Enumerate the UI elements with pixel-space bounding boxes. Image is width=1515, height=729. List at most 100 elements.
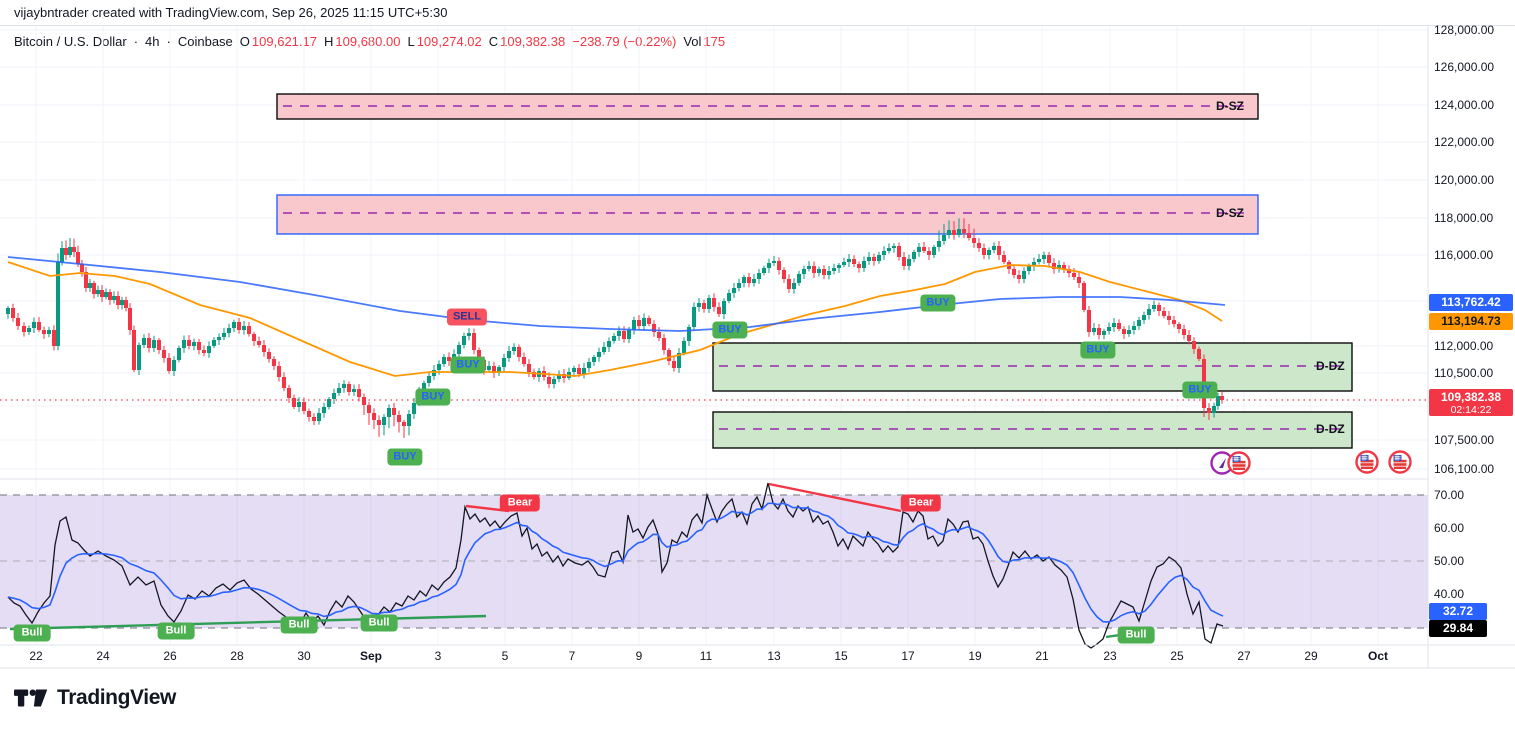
candle-body bbox=[677, 353, 681, 368]
candle-body bbox=[997, 246, 1001, 255]
candle-body bbox=[172, 360, 176, 371]
candle-body bbox=[104, 292, 108, 297]
candle-body bbox=[887, 248, 891, 251]
candle-body bbox=[56, 262, 60, 346]
candle-body bbox=[662, 338, 666, 350]
candle-body bbox=[597, 352, 601, 357]
candle-body bbox=[272, 359, 276, 366]
candle-body bbox=[512, 347, 516, 351]
tradingview-logo[interactable]: TradingView bbox=[14, 685, 176, 711]
candle-body bbox=[522, 357, 526, 364]
us-flag-event-icon[interactable] bbox=[1355, 450, 1379, 474]
rsi-ma-line[interactable] bbox=[7, 502, 1224, 623]
candle-body bbox=[1197, 349, 1201, 359]
red-trendline[interactable] bbox=[768, 482, 902, 513]
candle-body bbox=[847, 259, 851, 262]
candle-body bbox=[112, 296, 116, 300]
candle-body bbox=[337, 388, 341, 393]
candle-body bbox=[152, 340, 156, 348]
candle-body bbox=[972, 238, 976, 243]
candle-body bbox=[177, 348, 181, 360]
candle-body bbox=[142, 338, 146, 345]
candle-body bbox=[927, 251, 931, 255]
exchange-label: Coinbase bbox=[177, 34, 233, 49]
candle-body bbox=[992, 246, 996, 250]
candle-body bbox=[772, 261, 776, 263]
candle-body bbox=[797, 274, 801, 283]
candle-body bbox=[1127, 330, 1131, 334]
ma-orange-line[interactable] bbox=[7, 261, 1223, 377]
green-trendline[interactable] bbox=[1105, 628, 1155, 639]
candle-body bbox=[232, 322, 236, 328]
green-trendline[interactable] bbox=[9, 614, 487, 631]
candle-body bbox=[1002, 255, 1006, 262]
candle-body bbox=[832, 268, 836, 271]
candle-body bbox=[6, 308, 10, 314]
candle-body bbox=[697, 303, 701, 307]
demand-zone[interactable] bbox=[712, 411, 1353, 449]
candle-body bbox=[1212, 406, 1216, 413]
us-flag-event-icon[interactable] bbox=[1388, 450, 1412, 474]
candle-body bbox=[16, 318, 20, 326]
candle-body bbox=[282, 377, 286, 388]
candle-body bbox=[812, 266, 816, 273]
candle-body bbox=[577, 368, 581, 374]
candle-body bbox=[222, 333, 226, 337]
candle-body bbox=[837, 265, 841, 268]
ohlc-open: O 109,621.17 bbox=[239, 34, 317, 49]
candle-body bbox=[477, 350, 481, 360]
demand-zone[interactable] bbox=[712, 342, 1353, 392]
candle-body bbox=[957, 229, 961, 235]
candle-body bbox=[124, 300, 128, 308]
candle-body bbox=[1182, 329, 1186, 335]
candle-body bbox=[108, 292, 112, 300]
candle-body bbox=[1137, 320, 1141, 326]
ma-blue-line[interactable] bbox=[7, 256, 1226, 332]
candle-body bbox=[802, 269, 806, 274]
candle-body bbox=[162, 350, 166, 358]
symbol-title[interactable]: Bitcoin / U.S. Dollar bbox=[14, 34, 127, 49]
candle-body bbox=[937, 241, 941, 247]
candle-body bbox=[1162, 311, 1166, 316]
candle-body bbox=[277, 366, 281, 377]
rsi-line[interactable] bbox=[7, 482, 1224, 649]
candle-body bbox=[882, 251, 886, 255]
candle-body bbox=[1107, 327, 1111, 331]
candle-body bbox=[1047, 255, 1051, 263]
candle-body bbox=[128, 308, 132, 330]
candle-body bbox=[1167, 316, 1171, 320]
candle-body bbox=[517, 347, 521, 357]
candle-body bbox=[902, 257, 906, 266]
candle-body bbox=[982, 248, 986, 255]
candle-body bbox=[667, 350, 671, 361]
us-flag-event-icon[interactable] bbox=[1227, 451, 1251, 475]
candle-body bbox=[587, 362, 591, 368]
candle-body bbox=[377, 420, 381, 425]
candle-body bbox=[1157, 305, 1161, 311]
candle-body bbox=[417, 391, 421, 403]
candle-body bbox=[762, 268, 766, 273]
candle-body bbox=[907, 259, 911, 266]
candle-body bbox=[582, 368, 586, 374]
candle-body bbox=[1152, 305, 1156, 309]
candle-body bbox=[877, 255, 881, 261]
volume-value: Vol 175 bbox=[683, 34, 726, 49]
ohlc-close: C 109,382.38 bbox=[488, 34, 566, 49]
candle-body bbox=[622, 331, 626, 339]
candle-body bbox=[92, 283, 96, 294]
candle-body bbox=[1072, 273, 1076, 277]
candle-body bbox=[137, 345, 141, 370]
candle-body bbox=[632, 320, 636, 330]
candle-body bbox=[1097, 328, 1101, 335]
candle-body bbox=[922, 247, 926, 251]
candle-body bbox=[32, 322, 36, 328]
interval-label[interactable]: 4h bbox=[145, 34, 160, 49]
candle-body bbox=[132, 330, 136, 370]
candle-body bbox=[457, 345, 461, 354]
candle-body bbox=[552, 379, 556, 384]
candle-body bbox=[327, 399, 331, 407]
supply-zone[interactable] bbox=[276, 194, 1259, 235]
candle-body bbox=[227, 328, 231, 333]
